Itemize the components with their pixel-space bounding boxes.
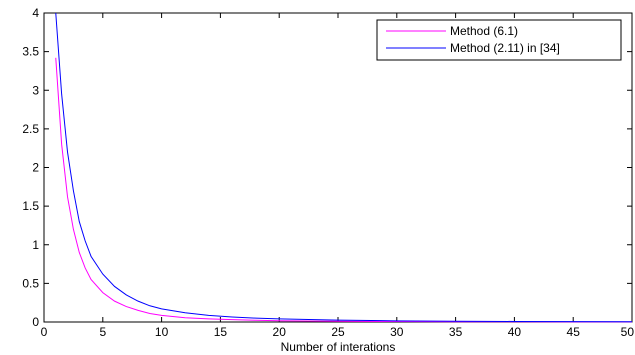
y-axis: 0 0.5 1 1.5 2 2.5 3 3.5 4 [22, 6, 632, 329]
legend-label-method-6-1: Method (6.1) [450, 24, 518, 38]
x-tick-label: 35 [449, 325, 463, 339]
y-tick-label: 0 [32, 315, 39, 329]
y-tick-label: 2 [32, 161, 39, 175]
y-tick-label: 4 [32, 6, 39, 20]
x-tick-label: 50 [621, 325, 635, 339]
plot-area [43, 12, 633, 323]
y-tick-label: 1.5 [22, 199, 39, 213]
y-tick-label: 3 [32, 83, 39, 97]
y-tick-label: 0.5 [22, 276, 39, 290]
y-tick-label: 3.5 [22, 45, 39, 59]
y-tick-label: 1 [32, 238, 39, 252]
x-tick-label: 25 [331, 325, 345, 339]
x-axis-label: Number of interations [281, 340, 396, 354]
x-tick-label: 0 [41, 325, 48, 339]
series-line-1 [55, 12, 633, 323]
legend-label-method-2-11: Method (2.11) in [34] [450, 41, 560, 55]
legend: Method (6.1) Method (2.11) in [34] [376, 19, 622, 61]
series-group [55, 12, 633, 323]
series-line-0 [55, 57, 633, 323]
x-tick-label: 15 [214, 325, 228, 339]
x-tick-label: 5 [99, 325, 106, 339]
x-tick-label: 20 [273, 325, 287, 339]
y-tick-label: 2.5 [22, 122, 39, 136]
legend-box [376, 19, 622, 61]
x-axis: 0 5 10 15 20 25 30 35 40 45 50 [41, 13, 635, 339]
x-tick-label: 40 [508, 325, 522, 339]
x-tick-label: 30 [390, 325, 404, 339]
x-tick-label: 10 [155, 325, 169, 339]
x-tick-label: 45 [567, 325, 581, 339]
